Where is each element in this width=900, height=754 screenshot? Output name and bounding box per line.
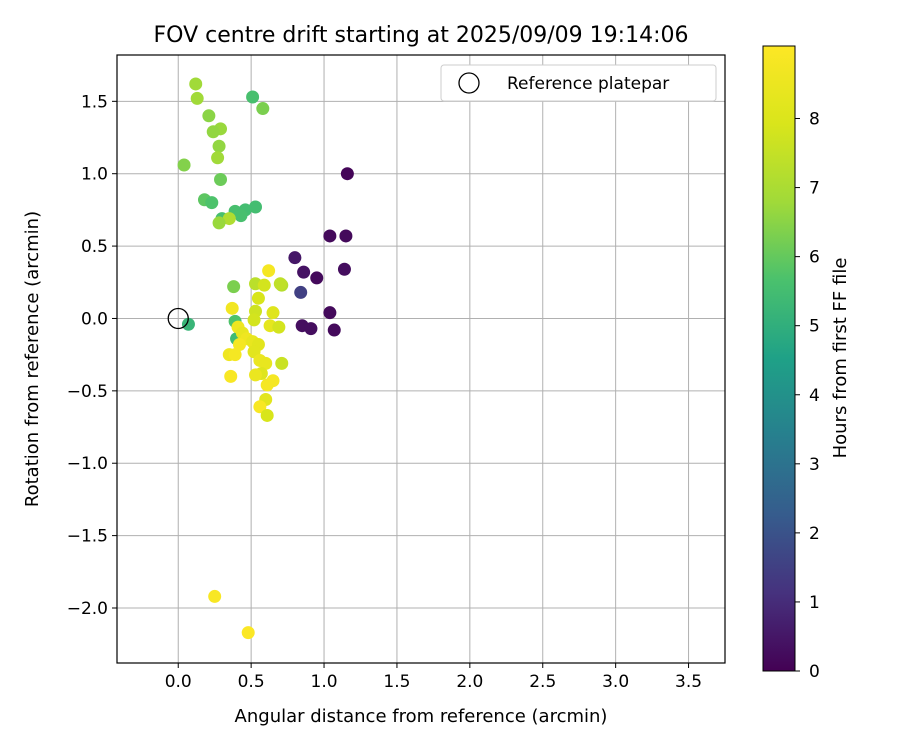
data-point [224, 369, 238, 383]
data-point [288, 251, 302, 265]
colorbar-tick-label: 3 [809, 455, 820, 475]
x-axis-label: Angular distance from reference (arcmin) [235, 706, 608, 727]
colorbar-tick-label: 5 [809, 317, 820, 337]
colorbar-ticks: 0 1 2 3 4 5 6 7 8 [795, 110, 820, 682]
data-point [251, 291, 265, 305]
data-point [241, 626, 255, 640]
colorbar-tick-label: 7 [809, 179, 820, 199]
data-point [323, 306, 337, 320]
colorbar [762, 45, 796, 672]
chart-title: FOV centre drift starting at 2025/09/09 … [154, 23, 689, 48]
data-point [222, 212, 236, 226]
y-axis-ticks: 1.5 1.0 0.5 0.0 −0.5 −1.0 −1.5 −2.0 [67, 92, 117, 619]
data-point [202, 109, 216, 123]
data-point [189, 77, 203, 91]
colorbar-tick-label: 0 [809, 662, 820, 682]
legend-reference-marker [458, 72, 480, 94]
data-point [227, 280, 241, 294]
data-point [211, 151, 225, 165]
colorbar-tick-label: 8 [809, 110, 820, 130]
y-tick-label: 1.5 [81, 92, 108, 112]
y-tick-label: 1.0 [81, 165, 108, 185]
data-point [260, 378, 274, 392]
data-point [260, 408, 274, 422]
data-point [294, 285, 308, 299]
data-point [259, 356, 273, 370]
y-tick-label: −1.5 [67, 527, 108, 547]
data-point [297, 265, 311, 279]
data-point [214, 172, 228, 186]
data-point [266, 306, 280, 320]
data-point [304, 322, 318, 336]
legend-entry-label: Reference platepar [507, 74, 669, 94]
data-point [225, 301, 239, 315]
data-point [212, 216, 226, 230]
x-tick-label: 0.0 [165, 672, 192, 692]
y-tick-label: −2.0 [67, 599, 108, 619]
x-tick-label: 2.5 [529, 672, 556, 692]
data-point [327, 323, 341, 337]
data-point [253, 400, 267, 414]
data-point [181, 317, 195, 331]
y-axis-label: Rotation from reference (arcmin) [22, 211, 43, 507]
data-point [234, 209, 248, 223]
data-point [208, 589, 222, 603]
data-point [256, 102, 270, 116]
x-tick-label: 3.5 [675, 672, 702, 692]
data-point [228, 348, 242, 362]
colorbar-tick-label: 6 [809, 248, 820, 268]
plot-frame [116, 54, 726, 664]
data-point [275, 356, 289, 370]
reference-marker-layer [167, 307, 189, 330]
y-tick-label: 0.5 [81, 237, 108, 257]
colorbar-tick-label: 2 [809, 524, 820, 544]
data-point [205, 196, 219, 210]
y-tick-label: −0.5 [67, 382, 108, 402]
x-tick-label: 0.5 [238, 672, 265, 692]
legend: Reference platepar [440, 64, 717, 102]
data-point [272, 320, 286, 334]
data-points [177, 77, 354, 640]
data-point [249, 368, 263, 382]
colorbar-label: Hours from first FF file [830, 258, 851, 459]
data-point [337, 262, 351, 276]
data-point [310, 271, 324, 285]
y-tick-label: −1.0 [67, 454, 108, 474]
data-point [177, 158, 191, 172]
data-point [212, 139, 226, 153]
y-tick-label: 0.0 [81, 309, 108, 329]
data-point [190, 91, 204, 105]
data-point [323, 229, 337, 243]
colorbar-tick-label: 4 [809, 386, 820, 406]
data-point [206, 125, 220, 139]
grid [117, 55, 725, 663]
data-point [246, 90, 260, 104]
plot-area [117, 55, 725, 663]
data-point [232, 338, 246, 352]
data-point [340, 167, 354, 181]
x-axis-ticks: 0.0 0.5 1.0 1.5 2.0 2.5 3.0 3.5 [165, 663, 702, 692]
data-point [249, 200, 263, 214]
x-tick-label: 1.0 [311, 672, 338, 692]
colorbar-tick-label: 1 [809, 593, 820, 613]
data-point [247, 313, 261, 327]
x-tick-label: 1.5 [383, 672, 410, 692]
reference-platepar-marker [167, 307, 189, 330]
legend-box [440, 64, 717, 102]
x-tick-label: 3.0 [602, 672, 629, 692]
data-point [339, 229, 353, 243]
data-point [273, 277, 287, 291]
data-point [257, 278, 271, 292]
data-point [262, 264, 276, 278]
x-tick-label: 2.0 [456, 672, 483, 692]
